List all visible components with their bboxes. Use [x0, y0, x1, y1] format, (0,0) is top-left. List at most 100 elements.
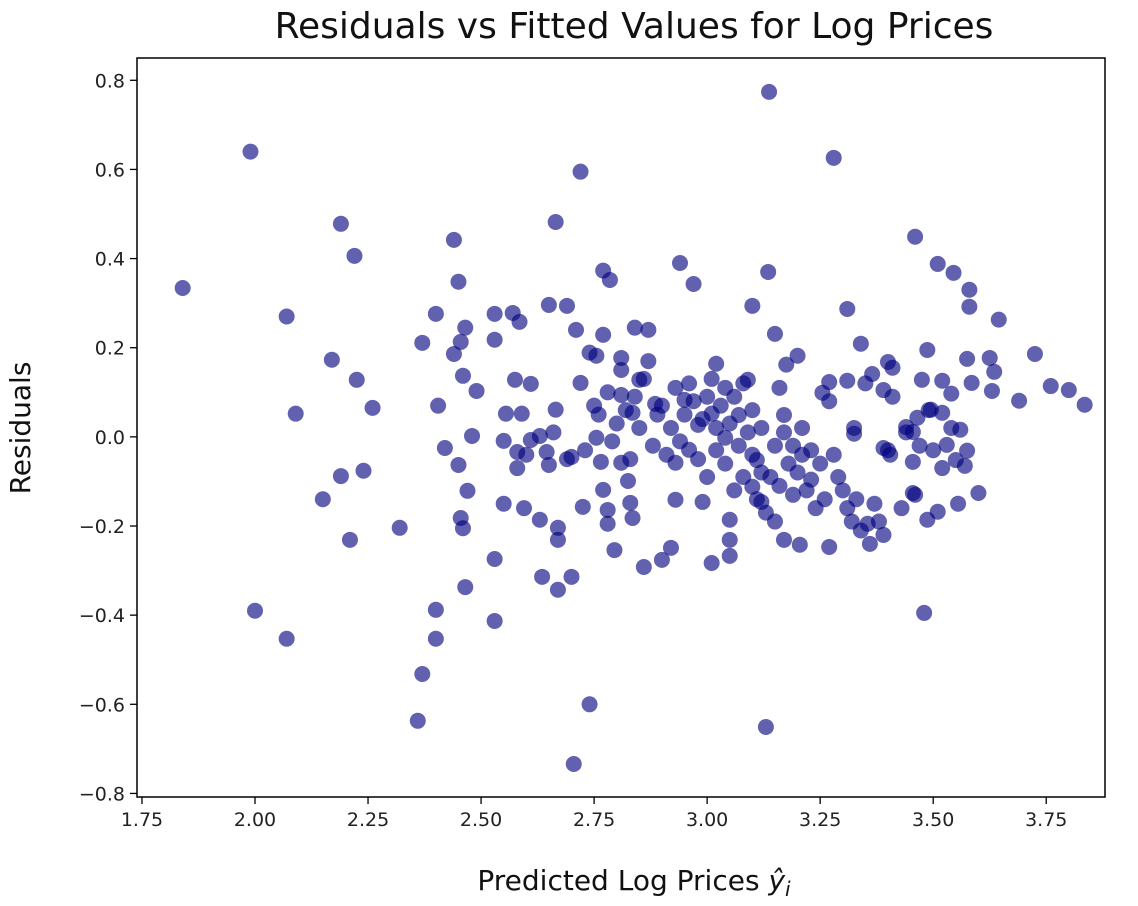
data-point [744, 297, 761, 314]
data-point [468, 382, 485, 399]
data-point [959, 350, 976, 367]
data-point [943, 419, 960, 436]
data-point [450, 273, 467, 290]
data-point [739, 424, 756, 441]
data-point [391, 519, 408, 536]
data-point [852, 522, 869, 539]
data-point [355, 462, 372, 479]
data-point [414, 665, 431, 682]
data-point [825, 149, 842, 166]
data-point [534, 568, 551, 585]
data-point [588, 347, 605, 364]
data-point [635, 370, 652, 387]
data-point [766, 437, 783, 454]
data-point [581, 696, 598, 713]
data-point [626, 388, 643, 405]
data-point [242, 143, 259, 160]
data-point [861, 535, 878, 552]
data-point [721, 531, 738, 548]
data-point [839, 300, 856, 317]
data-point [563, 568, 580, 585]
data-point [649, 406, 666, 423]
data-point [879, 442, 896, 459]
data-point [775, 407, 792, 424]
x-tick-label: 2.25 [347, 809, 389, 831]
data-point [672, 433, 689, 450]
x-axis-label-subscript: i [785, 877, 791, 901]
data-point [771, 379, 788, 396]
data-point [721, 415, 738, 432]
data-point [839, 372, 856, 389]
data-point [821, 393, 838, 410]
data-point [1011, 392, 1028, 409]
data-point [486, 331, 503, 348]
data-point [699, 468, 716, 485]
data-point [604, 433, 621, 450]
data-point [662, 419, 679, 436]
data-point [934, 460, 951, 477]
data-point [735, 375, 752, 392]
data-point [956, 457, 973, 474]
data-point [919, 341, 936, 358]
data-point [846, 425, 863, 442]
data-point [332, 468, 349, 485]
data-point [497, 405, 514, 422]
data-point [613, 386, 630, 403]
data-point [875, 526, 892, 543]
data-point [1060, 382, 1077, 399]
y-tick-label: 0.6 [95, 159, 125, 181]
data-point [963, 374, 980, 391]
y-tick-label: −0.6 [79, 694, 125, 716]
data-point [558, 451, 575, 468]
data-point [662, 539, 679, 556]
data-point [681, 375, 698, 392]
x-tick-label: 2.75 [573, 809, 615, 831]
x-tick-label: 2.00 [234, 809, 276, 831]
data-point [907, 228, 924, 245]
data-point [983, 382, 1000, 399]
data-point [803, 442, 820, 459]
data-point [452, 333, 469, 350]
data-point [708, 442, 725, 459]
data-point [518, 446, 535, 463]
plot-frame [136, 57, 1106, 798]
data-point [314, 491, 331, 508]
data-point [644, 437, 661, 454]
y-tick-label: 0.4 [95, 249, 125, 271]
data-point [1026, 345, 1043, 362]
data-point [341, 531, 358, 548]
data-point [595, 481, 612, 498]
x-tick-label: 1.75 [121, 809, 163, 831]
data-point [622, 494, 639, 511]
data-point [961, 281, 978, 298]
data-point [606, 542, 623, 559]
chart-title: Residuals vs Fitted Values for Log Price… [275, 6, 994, 47]
data-point [757, 719, 774, 736]
data-point [753, 419, 770, 436]
data-point [640, 321, 657, 338]
data-point [631, 419, 648, 436]
data-point [778, 356, 795, 373]
data-point [830, 468, 847, 485]
data-point [174, 279, 191, 296]
x-axis-label-text: Predicted Log Prices [477, 864, 759, 897]
data-point [990, 311, 1007, 328]
data-point [427, 630, 444, 647]
data-point [577, 442, 594, 459]
data-point [549, 581, 566, 598]
y-tick-label: −0.2 [79, 516, 125, 538]
data-point [509, 460, 526, 477]
x-axis-label-yhat: ŷ [767, 864, 785, 897]
data-point [703, 554, 720, 571]
data-point [457, 319, 474, 336]
data-point [547, 401, 564, 418]
data-point [414, 334, 431, 351]
data-point [794, 419, 811, 436]
data-point [685, 275, 702, 292]
data-point [549, 519, 566, 536]
data-point [694, 411, 711, 428]
data-point [658, 446, 675, 463]
data-point [825, 446, 842, 463]
data-point [653, 551, 670, 568]
